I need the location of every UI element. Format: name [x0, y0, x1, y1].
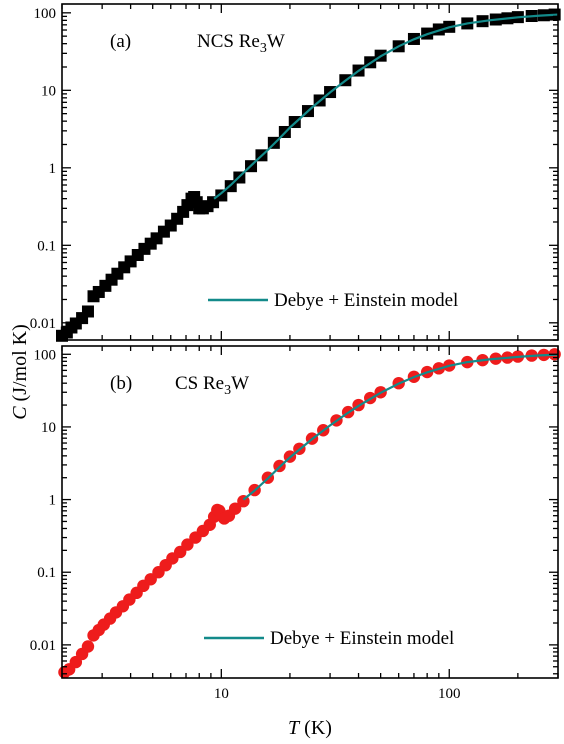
y-axis-unit: (J/mol K) [9, 324, 31, 406]
y-axis-symbol: C [9, 406, 31, 420]
panel-a-title-suffix: W [267, 31, 285, 52]
panel-b-legend: Debye + Einstein model [204, 628, 454, 649]
y-tick-label: 1 [49, 161, 57, 177]
panel-a: 0.01 0.1 1 10 100 (a) NCS Re3W Debye + Einst… [30, 3, 561, 342]
panel-b: 0.01 0.1 1 10 100 10 100 (b) CS Re3W Debye + E… [30, 345, 561, 702]
panel-b-title-suffix: W [231, 373, 249, 394]
x-tick-label: 100 [438, 686, 461, 702]
panel-a-fit-curve [213, 13, 559, 200]
x-tick-label: 10 [214, 686, 229, 702]
fit-line [242, 353, 559, 501]
data-point [215, 189, 228, 202]
panel-b-title-subscript: 3 [224, 383, 231, 398]
data-point [118, 261, 131, 274]
y-tick-label: 100 [34, 6, 57, 22]
y-tick-label: 0.01 [30, 638, 56, 654]
panel-a-legend-label: Debye + Einstein model [274, 290, 458, 311]
y-axis-title: C (J/mol K) [9, 324, 31, 420]
y-tick-label: 1 [49, 493, 57, 509]
y-tick-label: 100 [34, 347, 57, 363]
panel-a-ticks: 0.01 0.1 1 10 100 [30, 4, 559, 341]
panel-b-ticks: 0.01 0.1 1 10 100 10 100 [30, 346, 559, 702]
y-tick-label: 0.1 [37, 238, 56, 254]
data-point [181, 538, 194, 551]
panel-b-title: CS Re3W [175, 373, 249, 398]
y-tick-label: 10 [41, 420, 56, 436]
panel-a-title-main: NCS Re [197, 31, 260, 52]
y-tick-label: 0.01 [30, 316, 56, 332]
y-tick-label: 0.1 [37, 565, 56, 581]
panel-a-label: (a) [110, 31, 131, 52]
data-point [81, 640, 95, 653]
panel-a-title-subscript: 3 [260, 41, 267, 56]
x-axis-title: T (K) [288, 717, 332, 739]
panel-b-fit-curve [242, 353, 559, 501]
panel-b-title-main: CS Re [175, 373, 224, 394]
data-point [228, 502, 242, 515]
panel-a-legend: Debye + Einstein model [208, 290, 458, 311]
data-point [81, 305, 94, 318]
panel-b-label: (b) [110, 373, 132, 394]
panel-b-legend-label: Debye + Einstein model [270, 628, 454, 649]
x-axis-unit: (K) [299, 717, 332, 739]
x-axis-symbol: T [288, 717, 301, 739]
fit-line [213, 13, 559, 200]
y-tick-label: 10 [41, 83, 56, 99]
panel-b-plot-frame [61, 345, 559, 679]
panel-a-title: NCS Re3W [197, 31, 285, 56]
